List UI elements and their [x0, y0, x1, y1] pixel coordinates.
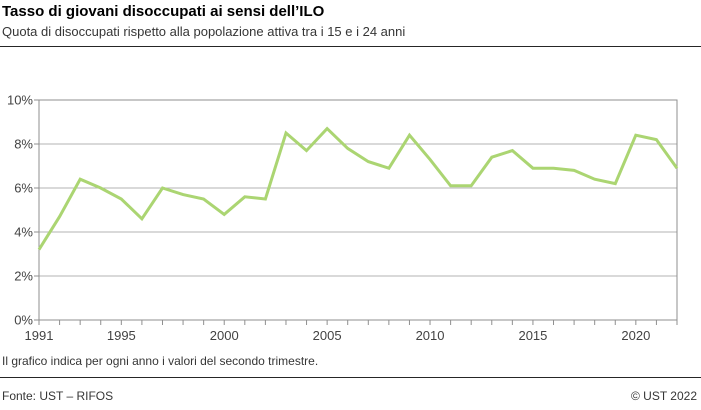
chart-footnote: Il grafico indica per ogni anno i valori… — [2, 354, 319, 368]
x-axis-label: 2020 — [621, 328, 650, 343]
line-chart: 0% 2% 4% 6% 8% 10% 1991 1995 2000 2005 2010 2015 202… — [7, 93, 679, 343]
y-axis-label: 10% — [7, 93, 33, 108]
x-axis-label: 1995 — [107, 328, 136, 343]
header-divider — [0, 46, 701, 47]
copyright-label: © UST 2022 — [631, 389, 697, 403]
footer-divider — [0, 377, 701, 378]
data-line — [37, 126, 679, 251]
y-axis-label: 8% — [14, 137, 33, 152]
y-axis-label: 0% — [14, 313, 33, 328]
plot-border — [38, 99, 678, 321]
y-axis-label: 4% — [14, 225, 33, 240]
chart-subtitle: Quota di disoccupati rispetto alla popol… — [2, 24, 406, 39]
x-axis-label: 1991 — [25, 328, 54, 343]
chart-title: Tasso di giovani disoccupati ai sensi de… — [2, 3, 325, 20]
y-axis-label: 2% — [14, 269, 33, 284]
x-axis-label: 2015 — [518, 328, 547, 343]
y-axis-label: 6% — [14, 181, 33, 196]
source-label: Fonte: UST – RIFOS — [2, 389, 114, 403]
x-axis-label: 2010 — [416, 328, 445, 343]
x-axis-label: 2000 — [210, 328, 239, 343]
x-axis-label: 2005 — [313, 328, 342, 343]
